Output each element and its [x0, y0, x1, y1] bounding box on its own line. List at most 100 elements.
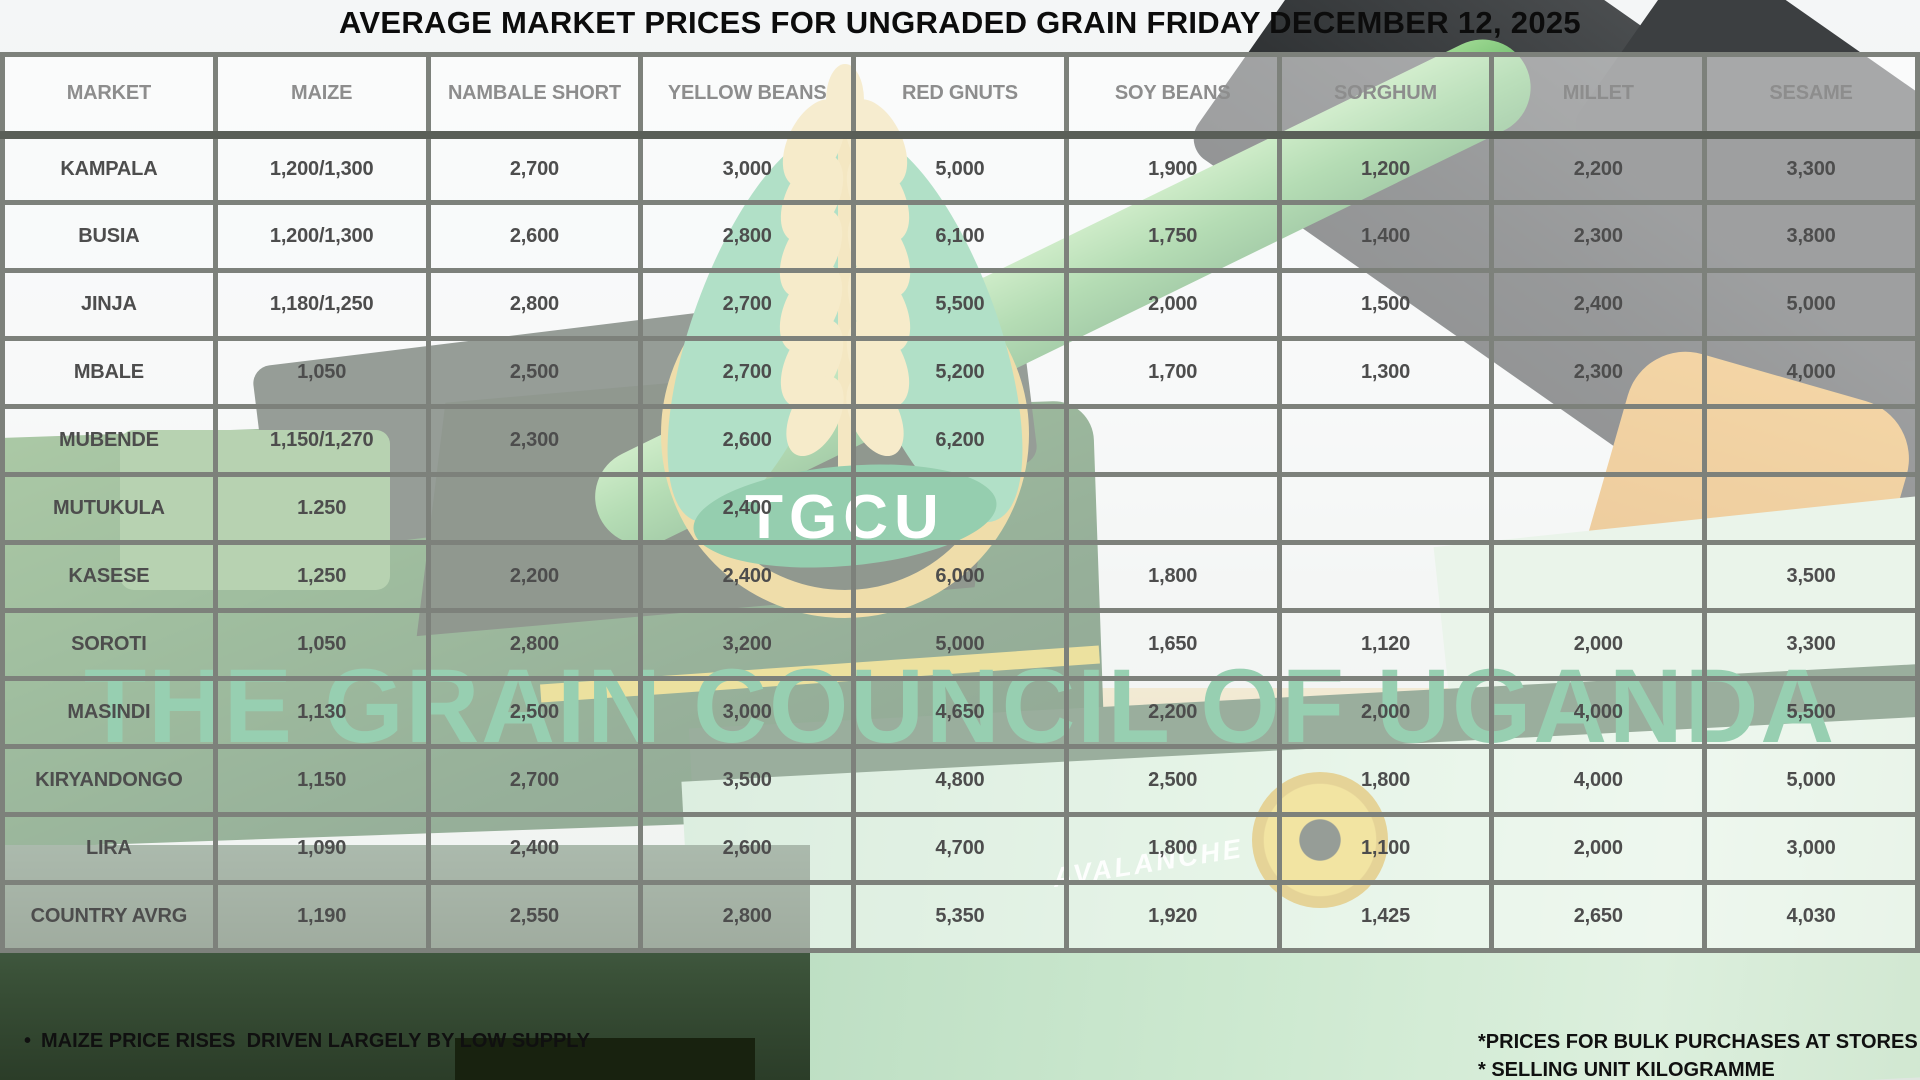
- price-cell: 2,300: [1489, 200, 1708, 273]
- market-cell: KAMPALA: [0, 132, 218, 205]
- price-cell: 1,700: [1063, 336, 1282, 409]
- price-cell: 6,100: [851, 200, 1069, 273]
- table-row: JINJA 1,180/1,250 2,800 2,700 5,500 2,000 1,50…: [0, 268, 1920, 341]
- price-cell: [1489, 540, 1708, 613]
- bullet-icon: •: [24, 1030, 32, 1052]
- table-row: KIRYANDONGO 1,150 2,700 3,500 4,800 2,500 1,80…: [0, 744, 1920, 817]
- price-cell: 5,000: [851, 132, 1069, 205]
- table-row: MUTUKULA 1.250 2,400: [0, 472, 1920, 545]
- price-cell: 2,550: [425, 880, 644, 953]
- table-row: MBALE 1,050 2,500 2,700 5,200 1,700 1,300 2,300…: [0, 336, 1920, 409]
- price-table: MARKET MAIZE NAMBALE SHORT YELLOW BEANS RED …: [0, 52, 1920, 953]
- column-header: NAMBALE SHORT: [425, 52, 644, 139]
- footnote-maize-text: MAIZE PRICE RISES DRIVEN LARGELY BY LOW …: [41, 1030, 591, 1052]
- price-cell: 1,200: [1276, 132, 1495, 205]
- price-cell: 1,190: [212, 880, 431, 953]
- price-cell: 4,000: [1702, 336, 1920, 409]
- table-body: KAMPALA 1,200/1,300 2,700 3,000 5,000 1,900 1,…: [0, 132, 1920, 953]
- market-cell: MBALE: [0, 336, 218, 409]
- price-cell: 1,800: [1276, 744, 1495, 817]
- footnote-maize-note: • MAIZE PRICE RISES DRIVEN LARGELY BY LO…: [24, 1030, 590, 1053]
- price-cell: 6,200: [851, 404, 1069, 477]
- table-row: LIRA 1,090 2,400 2,600 4,700 1,800 1,100 2,000 3…: [0, 812, 1920, 885]
- price-cell: 2,800: [425, 268, 644, 341]
- price-cell: [1489, 472, 1708, 545]
- price-cell: 2,700: [425, 132, 644, 205]
- price-cell: 2,800: [638, 200, 857, 273]
- price-cell: 6,000: [851, 540, 1069, 613]
- price-cell: 1,050: [212, 608, 431, 681]
- market-cell: KIRYANDONGO: [0, 744, 218, 817]
- price-cell: [1489, 404, 1708, 477]
- column-header: RED GNUTS: [851, 52, 1069, 139]
- price-cell: 2,700: [638, 336, 857, 409]
- price-cell: 2,800: [425, 608, 644, 681]
- price-cell: 1,920: [1063, 880, 1282, 953]
- table-header-row: MARKET MAIZE NAMBALE SHORT YELLOW BEANS RED …: [0, 52, 1920, 139]
- price-cell: 2,000: [1063, 268, 1282, 341]
- price-cell: 1,120: [1276, 608, 1495, 681]
- table-row: SOROTI 1,050 2,800 3,200 5,000 1,650 1,120 2,00…: [0, 608, 1920, 681]
- footnote-unit-text: * SELLING UNIT KILOGRAMME: [1478, 1059, 1775, 1080]
- price-cell: 1,180/1,250: [212, 268, 431, 341]
- table-row: COUNTRY AVRG 1,190 2,550 2,800 5,350 1,920 1,4…: [0, 880, 1920, 953]
- price-cell: 5,200: [851, 336, 1069, 409]
- table-row: KASESE 1,250 2,200 2,400 6,000 1,800 3,500: [0, 540, 1920, 613]
- price-cell: 3,500: [638, 744, 857, 817]
- market-cell: LIRA: [0, 812, 218, 885]
- price-cell: 1,100: [1276, 812, 1495, 885]
- price-cell: [1702, 472, 1920, 545]
- footnote-pricing-notes: *PRICES FOR BULK PURCHASES AT STORES * S…: [1478, 1028, 1918, 1080]
- price-cell: 2,500: [425, 336, 644, 409]
- price-cell: 2,650: [1489, 880, 1708, 953]
- price-cell: 2,400: [1489, 268, 1708, 341]
- market-cell: MUTUKULA: [0, 472, 218, 545]
- price-cell: 1,090: [212, 812, 431, 885]
- price-cell: [1063, 472, 1282, 545]
- table-row: KAMPALA 1,200/1,300 2,700 3,000 5,000 1,900 1,…: [0, 132, 1920, 205]
- price-cell: 1,800: [1063, 540, 1282, 613]
- price-cell: 3,500: [1702, 540, 1920, 613]
- price-cell: 1,400: [1276, 200, 1495, 273]
- price-cell: 2,600: [638, 404, 857, 477]
- table-row: MASINDI 1,130 2,500 3,000 4,650 2,200 2,000 4,0…: [0, 676, 1920, 749]
- price-cell: 2,700: [425, 744, 644, 817]
- price-cell: [1063, 404, 1282, 477]
- price-cell: 1,900: [1063, 132, 1282, 205]
- price-cell: 1.250: [212, 472, 431, 545]
- column-header: MAIZE: [212, 52, 431, 139]
- market-cell: MUBENDE: [0, 404, 218, 477]
- price-cell: 2,200: [425, 540, 644, 613]
- price-cell: 2,500: [425, 676, 644, 749]
- price-cell: 2,300: [425, 404, 644, 477]
- price-cell: 5,000: [1702, 268, 1920, 341]
- price-cell: 2,000: [1276, 676, 1495, 749]
- table-row: MUBENDE 1,150/1,270 2,300 2,600 6,200: [0, 404, 1920, 477]
- price-cell: 1,200/1,300: [212, 200, 431, 273]
- price-cell: 4,800: [851, 744, 1069, 817]
- market-cell: COUNTRY AVRG: [0, 880, 218, 953]
- price-cell: 5,350: [851, 880, 1069, 953]
- price-cell: 5,500: [1702, 676, 1920, 749]
- market-cell: MASINDI: [0, 676, 218, 749]
- price-cell: 5,500: [851, 268, 1069, 341]
- price-cell: 2,400: [638, 540, 857, 613]
- price-cell: [1276, 472, 1495, 545]
- price-cell: 3,000: [1702, 812, 1920, 885]
- price-cell: 2,600: [638, 812, 857, 885]
- price-cell: [1702, 404, 1920, 477]
- price-cell: 2,200: [1063, 676, 1282, 749]
- price-cell: 1,200/1,300: [212, 132, 431, 205]
- column-header: SORGHUM: [1276, 52, 1495, 139]
- table-row: BUSIA 1,200/1,300 2,600 2,800 6,100 1,750 1,40…: [0, 200, 1920, 273]
- price-cell: 2,500: [1063, 744, 1282, 817]
- price-cell: 3,800: [1702, 200, 1920, 273]
- column-header: SOY BEANS: [1063, 52, 1282, 139]
- price-cell: 1,750: [1063, 200, 1282, 273]
- price-cell: [1276, 404, 1495, 477]
- price-cell: 2,600: [425, 200, 644, 273]
- price-cell: 1,500: [1276, 268, 1495, 341]
- price-cell: 4,000: [1489, 744, 1708, 817]
- price-cell: 2,800: [638, 880, 857, 953]
